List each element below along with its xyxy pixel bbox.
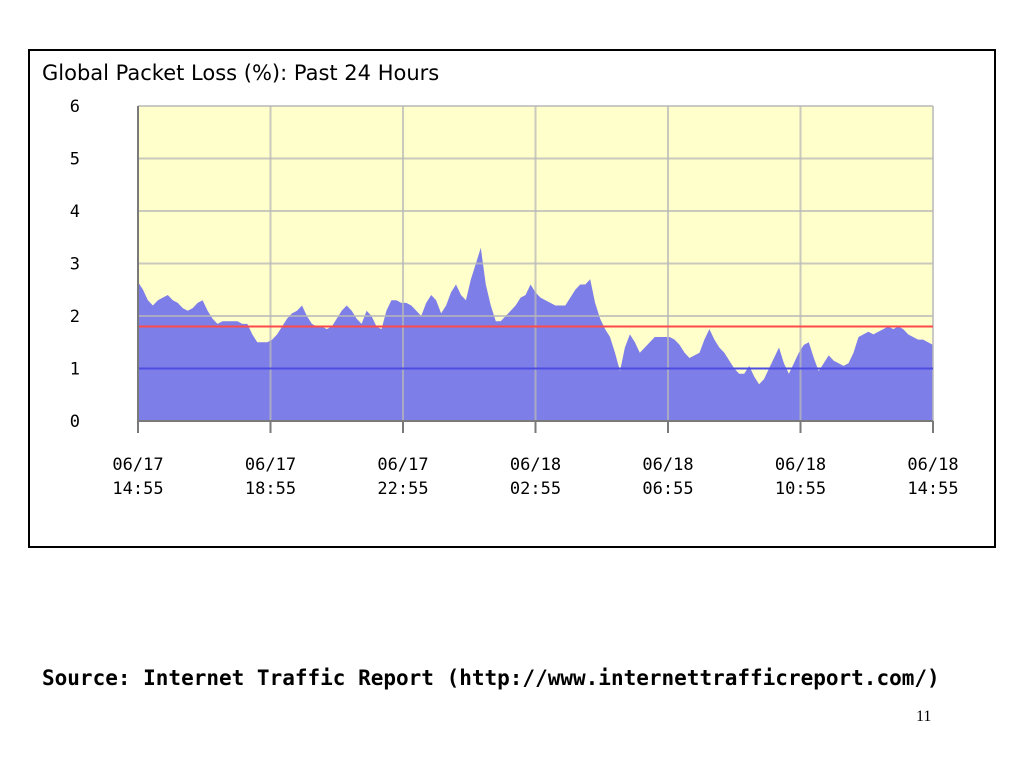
chart-frame: Global Packet Loss (%): Past 24 Hours 0 1…: [28, 49, 996, 548]
x-tick-label-time: 06:55: [642, 479, 693, 499]
x-tick-label-time: 18:55: [245, 479, 296, 499]
x-tick-label-date: 06/17: [245, 455, 296, 475]
x-tick-label-time: 14:55: [907, 479, 958, 499]
x-tick-label-date: 06/18: [775, 455, 826, 475]
x-tick-label-time: 10:55: [775, 479, 826, 499]
y-tick-label: 5: [70, 150, 80, 170]
y-tick-label: 4: [70, 202, 80, 222]
packet-loss-chart: 0 1 2 3 4 5 6 06/17 14:55 06/17 18:55 06/17 22:55 06/…: [70, 97, 959, 499]
x-tick-label-time: 22:55: [377, 479, 428, 499]
y-tick-label: 0: [70, 412, 80, 432]
source-citation: Source: Internet Traffic Report (http://…: [42, 666, 940, 690]
x-tick-label-date: 06/18: [907, 455, 958, 475]
chart-title: Global Packet Loss (%): Past 24 Hours: [42, 61, 440, 85]
y-tick-label: 3: [70, 255, 80, 275]
x-tick-label-date: 06/18: [510, 455, 561, 475]
y-tick-label: 2: [70, 307, 80, 327]
x-tick-label-time: 02:55: [510, 479, 561, 499]
y-tick-label: 1: [70, 360, 80, 380]
x-tick-label-date: 06/18: [642, 455, 693, 475]
page-number: 11: [916, 708, 932, 725]
x-tick-label-time: 14:55: [112, 479, 163, 499]
x-tick-label-date: 06/17: [112, 455, 163, 475]
x-tick-label-date: 06/17: [377, 455, 428, 475]
y-tick-label: 6: [70, 97, 80, 117]
